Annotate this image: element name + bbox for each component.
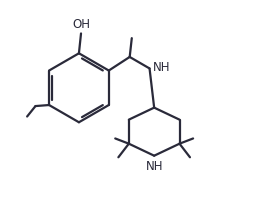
Text: NH: NH: [153, 61, 171, 74]
Text: NH: NH: [146, 160, 163, 173]
Text: OH: OH: [72, 18, 90, 31]
